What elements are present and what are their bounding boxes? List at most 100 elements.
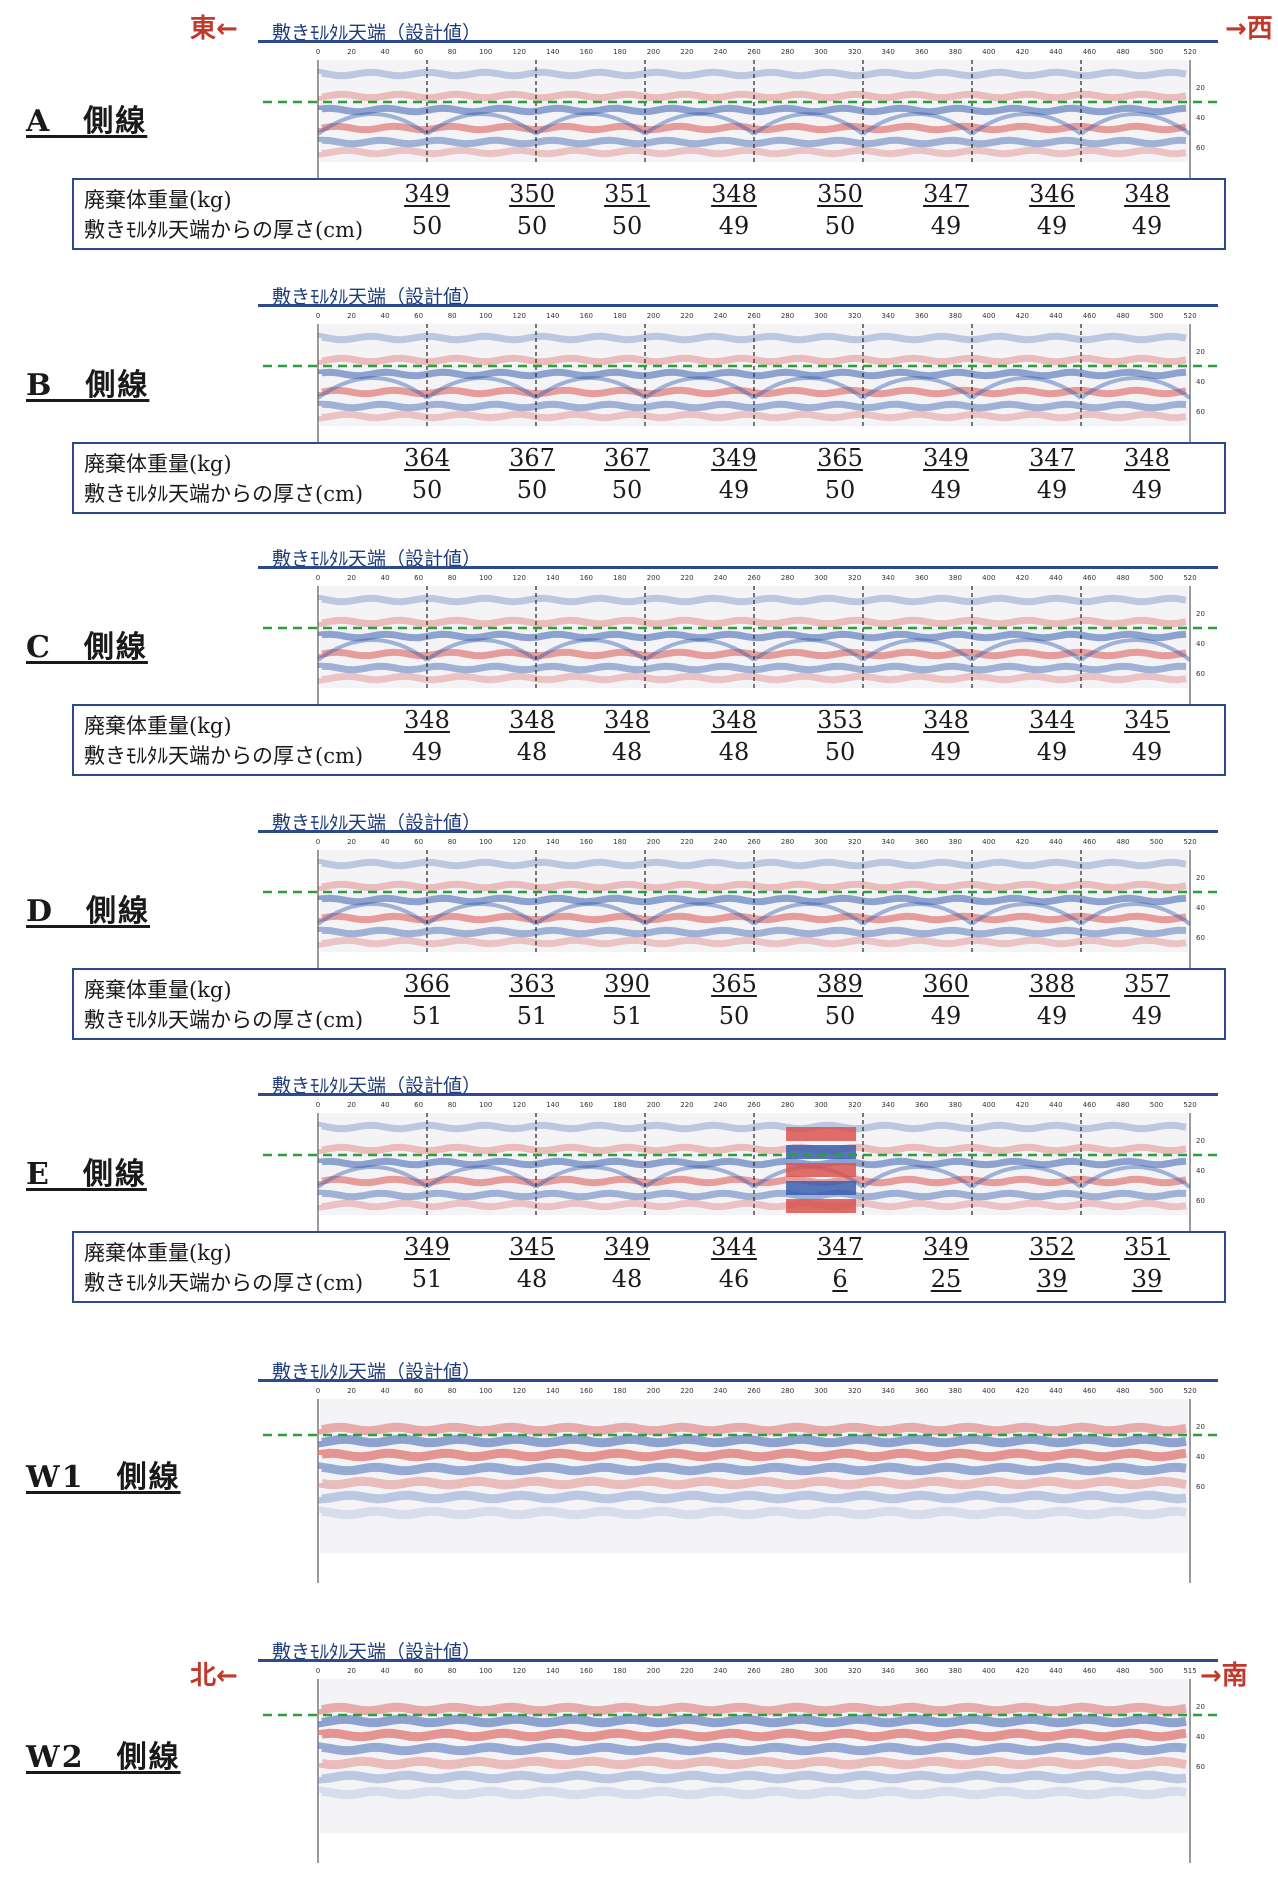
thickness-value: 50	[824, 212, 856, 240]
axis-tick-label: 240	[714, 48, 727, 56]
axis-tick-label: 40	[381, 312, 390, 320]
axis-tick-label: 100	[479, 1387, 492, 1395]
thickness-value: 39	[1131, 1265, 1163, 1293]
axis-tick-label: 500	[1150, 838, 1163, 846]
thickness-value: 49	[930, 212, 962, 240]
axis-tick-label: 260	[747, 1667, 760, 1675]
weight-value: 344	[1029, 706, 1075, 734]
top-rule	[258, 304, 1218, 307]
top-rule	[258, 566, 1218, 569]
axis-tick-label: 40	[381, 1101, 390, 1109]
axis-tick-label: 300	[814, 1101, 827, 1109]
axis-tick-label: 120	[513, 1387, 526, 1395]
top-rule	[258, 830, 1218, 833]
axis-tick-label: 260	[747, 312, 760, 320]
axis-tick-label: 440	[1049, 312, 1062, 320]
axis-tick-label: 440	[1049, 1101, 1062, 1109]
axis-tick-label: 20	[347, 1101, 356, 1109]
axis-tick-label: 60	[414, 838, 423, 846]
axis-tick-label: 60	[414, 574, 423, 582]
thickness-value: 50	[516, 476, 548, 504]
axis-tick-label: 380	[949, 574, 962, 582]
axis-tick-label: 520	[1183, 48, 1196, 56]
thickness-value: 49	[1131, 1002, 1163, 1030]
top-rule	[258, 1659, 1218, 1662]
axis-tick-label: 80	[448, 312, 457, 320]
weight-value: 364	[404, 444, 450, 472]
weight-value: 347	[817, 1233, 863, 1261]
survey-line-label: W2 側線	[26, 1740, 181, 1775]
weight-value: 348	[923, 706, 969, 734]
axis-tick-label: 280	[781, 312, 794, 320]
axis-tick-label: 500	[1150, 1667, 1163, 1675]
top-rule	[258, 1093, 1218, 1096]
axis-tick-label: 40	[381, 838, 390, 846]
thickness-value: 50	[611, 476, 643, 504]
axis-tick-label: 160	[580, 1101, 593, 1109]
thickness-value: 48	[611, 1265, 643, 1293]
axis-tick-label: 20	[347, 838, 356, 846]
radar-profile: 0 20 40 60 80 100 120 140 160 180 200 220 240 260 280 3…	[258, 838, 1218, 974]
weight-value: 348	[404, 706, 450, 734]
axis-tick-label: 120	[513, 1101, 526, 1109]
radar-profile: 0 20 40 60 80 100 120 140 160 180 200 220 240 260 280 3…	[258, 1101, 1218, 1237]
axis-tick-label: 360	[915, 838, 928, 846]
segment-title: 敷きﾓﾙﾀﾙ天端（設計値）	[272, 1075, 482, 1097]
axis-tick-label: 500	[1150, 312, 1163, 320]
axis-tick-label: 220	[680, 48, 693, 56]
axis-tick-label: 460	[1083, 48, 1096, 56]
axis-tick-label: 140	[546, 574, 559, 582]
axis-tick-label: 460	[1083, 1667, 1096, 1675]
axis-tick-label: 180	[613, 1387, 626, 1395]
weight-value: 367	[604, 444, 650, 472]
axis-tick-label: 300	[814, 1667, 827, 1675]
axis-tick-label: 515	[1183, 1667, 1196, 1675]
axis-tick-label: 460	[1083, 838, 1096, 846]
axis-tick-label: 260	[747, 1387, 760, 1395]
axis-tick-label: 120	[513, 838, 526, 846]
axis-tick-label: 0	[316, 574, 320, 582]
axis-tick-label: 240	[714, 1101, 727, 1109]
axis-tick-label: 300	[814, 48, 827, 56]
axis-tick-label: 200	[647, 1387, 660, 1395]
axis-tick-label: 220	[680, 1387, 693, 1395]
axis-tick-label: 340	[881, 48, 894, 56]
thickness-value: 49	[718, 212, 750, 240]
axis-tick-label: 420	[1016, 48, 1029, 56]
weight-value: 351	[604, 180, 650, 208]
axis-tick-label: 0	[316, 1387, 320, 1395]
depth-tick-label: 20	[1196, 610, 1205, 618]
thickness-value: 46	[718, 1265, 750, 1293]
thickness-value: 51	[611, 1002, 643, 1030]
thickness-value: 50	[824, 1002, 856, 1030]
axis-tick-label: 40	[381, 574, 390, 582]
axis-tick-label: 420	[1016, 1101, 1029, 1109]
depth-tick-label: 40	[1196, 1167, 1205, 1175]
depth-tick-label: 60	[1196, 1197, 1205, 1205]
axis-tick-label: 120	[513, 48, 526, 56]
axis-tick-label: 180	[613, 574, 626, 582]
depth-tick-label: 60	[1196, 670, 1205, 678]
axis-tick-label: 500	[1150, 1101, 1163, 1109]
depth-tick-label: 20	[1196, 1703, 1205, 1711]
weight-value: 349	[923, 1233, 969, 1261]
weight-value: 348	[1124, 180, 1170, 208]
thickness-value: 49	[1036, 738, 1068, 766]
direction-south: →南	[1200, 1661, 1248, 1691]
axis-tick-label: 240	[714, 838, 727, 846]
axis-tick-label: 440	[1049, 1387, 1062, 1395]
radar-profile: 0 20 40 60 80 100 120 140 160 180 200 220 240 260 280 3…	[258, 312, 1218, 448]
survey-line-panel: 敷きﾓﾙﾀﾙ天端（設計値） D 側線 0 20 40 60 80 100 120 140 160 18…	[0, 808, 1278, 1070]
axis-tick-label: 480	[1116, 574, 1129, 582]
thickness-label: 敷きﾓﾙﾀﾙ天端からの厚さ(cm)	[84, 1271, 364, 1295]
axis-tick-label: 360	[915, 1101, 928, 1109]
axis-tick-label: 340	[881, 574, 894, 582]
survey-line-label: B 側線	[26, 368, 150, 403]
axis-tick-label: 20	[347, 1387, 356, 1395]
weight-value: 344	[711, 1233, 757, 1261]
axis-tick-label: 300	[814, 312, 827, 320]
axis-tick-label: 320	[848, 312, 861, 320]
axis-tick-label: 220	[680, 838, 693, 846]
axis-tick-label: 320	[848, 1387, 861, 1395]
thickness-value: 25	[930, 1265, 962, 1293]
